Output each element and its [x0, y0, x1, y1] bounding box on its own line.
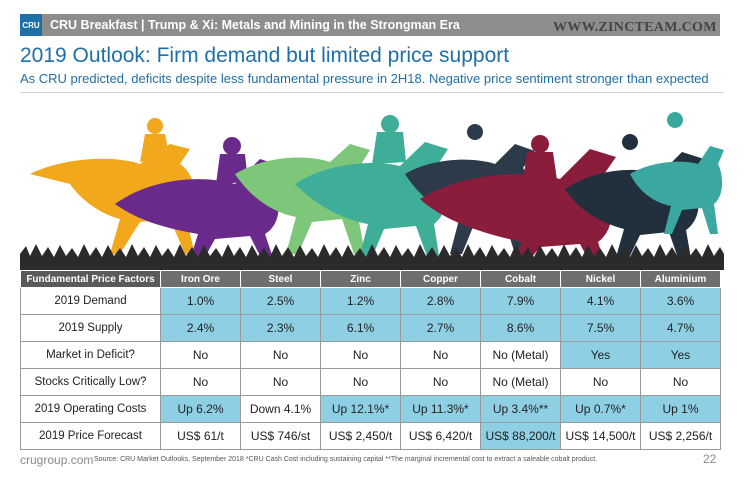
- table-cell: No: [160, 368, 241, 396]
- table-cell: US$ 88,200/t: [480, 422, 561, 450]
- table-header-row: Fundamental Price Factors Iron Ore Steel…: [20, 270, 721, 288]
- row-label: 2019 Demand: [20, 287, 161, 315]
- table-cell: US$ 2,256/t: [640, 422, 721, 450]
- table-cell: US$ 6,420/t: [400, 422, 481, 450]
- footer-note: Source: CRU Market Outlooks, September 2…: [94, 456, 598, 463]
- table-cell: 6.1%: [320, 314, 401, 342]
- table-cell: US$ 746/st: [240, 422, 321, 450]
- header-cell: Cobalt: [480, 270, 561, 288]
- header-cell: Steel: [240, 270, 321, 288]
- row-label: 2019 Supply: [20, 314, 161, 342]
- horse-aqua-icon: [630, 112, 724, 234]
- table-cell: Up 11.3%*: [400, 395, 481, 423]
- table-cell: US$ 61/t: [160, 422, 241, 450]
- table-cell: 3.6%: [640, 287, 721, 315]
- horse-yellow-icon: [30, 118, 195, 254]
- table-cell: US$ 2,450/t: [320, 422, 401, 450]
- table-row: 2019 Price Forecast US$ 61/t US$ 746/st US$…: [20, 422, 721, 450]
- table-cell: Down 4.1%: [240, 395, 321, 423]
- table-cell: US$ 14,500/t: [560, 422, 641, 450]
- table-row: 2019 Supply 2.4% 2.3% 6.1% 2.7% 8.6% 7.5% 4.7%: [20, 314, 721, 342]
- table-cell: Up 12.1%*: [320, 395, 401, 423]
- footer-site: crugroup.com: [20, 453, 94, 467]
- watermark: WWW.ZINCTEAM.COM: [553, 20, 717, 35]
- table-cell: No: [400, 341, 481, 369]
- header-cell: Zinc: [320, 270, 401, 288]
- table-cell: No: [560, 368, 641, 396]
- table-cell: Yes: [640, 341, 721, 369]
- row-label: Market in Deficit?: [20, 341, 161, 369]
- grass-icon: [20, 244, 724, 270]
- racehorses-icon: [20, 112, 724, 270]
- cru-logo: CRU: [20, 14, 42, 36]
- table-cell: No: [160, 341, 241, 369]
- table-cell: 4.1%: [560, 287, 641, 315]
- header-cell: Fundamental Price Factors: [20, 270, 161, 288]
- table-cell: No: [640, 368, 721, 396]
- table-cell: No: [320, 341, 401, 369]
- table-row: 2019 Operating Costs Up 6.2% Down 4.1% Up 1…: [20, 395, 721, 423]
- header-cell: Nickel: [560, 270, 641, 288]
- table-cell: 7.5%: [560, 314, 641, 342]
- table-cell: Up 6.2%: [160, 395, 241, 423]
- horse-maroon-icon: [420, 135, 616, 268]
- table-cell: No (Metal): [480, 341, 561, 369]
- price-factors-table: Fundamental Price Factors Iron Ore Steel…: [20, 270, 721, 450]
- table-cell: 8.6%: [480, 314, 561, 342]
- header-title: CRU Breakfast | Trump & Xi: Metals and M…: [50, 18, 460, 32]
- table-cell: No (Metal): [480, 368, 561, 396]
- table-cell: Up 0.7%*: [560, 395, 641, 423]
- table-cell: 2.5%: [240, 287, 321, 315]
- table-cell: No: [400, 368, 481, 396]
- table-cell: 1.2%: [320, 287, 401, 315]
- slide-title: 2019 Outlook: Firm demand but limited pr…: [20, 44, 510, 67]
- row-label: 2019 Price Forecast: [20, 422, 161, 450]
- table-cell: 2.8%: [400, 287, 481, 315]
- table-row: 2019 Demand 1.0% 2.5% 1.2% 2.8% 7.9% 4.1% 3.6%: [20, 287, 721, 315]
- table-cell: Up 3.4%**: [480, 395, 561, 423]
- horse-purple-icon: [115, 137, 282, 266]
- table-cell: Up 1%: [640, 395, 721, 423]
- table-cell: No: [320, 368, 401, 396]
- row-label: Stocks Critically Low?: [20, 368, 161, 396]
- table-row: Stocks Critically Low? No No No No No (Metal)…: [20, 368, 721, 396]
- table-row: Market in Deficit? No No No No No (Metal) Yes Y…: [20, 341, 721, 369]
- table-cell: 4.7%: [640, 314, 721, 342]
- table-cell: 2.4%: [160, 314, 241, 342]
- table-cell: 7.9%: [480, 287, 561, 315]
- table-cell: No: [240, 368, 321, 396]
- header-cell: Copper: [400, 270, 481, 288]
- page-number: 22: [703, 452, 717, 466]
- row-label: 2019 Operating Costs: [20, 395, 161, 423]
- header-cell: Aluminium: [640, 270, 721, 288]
- table-cell: No: [240, 341, 321, 369]
- title-divider: [20, 92, 724, 93]
- table-cell: 2.7%: [400, 314, 481, 342]
- table-cell: 2.3%: [240, 314, 321, 342]
- table-cell: Yes: [560, 341, 641, 369]
- header-bar: CRU CRU Breakfast | Trump & Xi: Metals a…: [20, 14, 720, 36]
- header-cell: Iron Ore: [160, 270, 241, 288]
- table-cell: 1.0%: [160, 287, 241, 315]
- slide-subtitle: As CRU predicted, deficits despite less …: [20, 71, 709, 86]
